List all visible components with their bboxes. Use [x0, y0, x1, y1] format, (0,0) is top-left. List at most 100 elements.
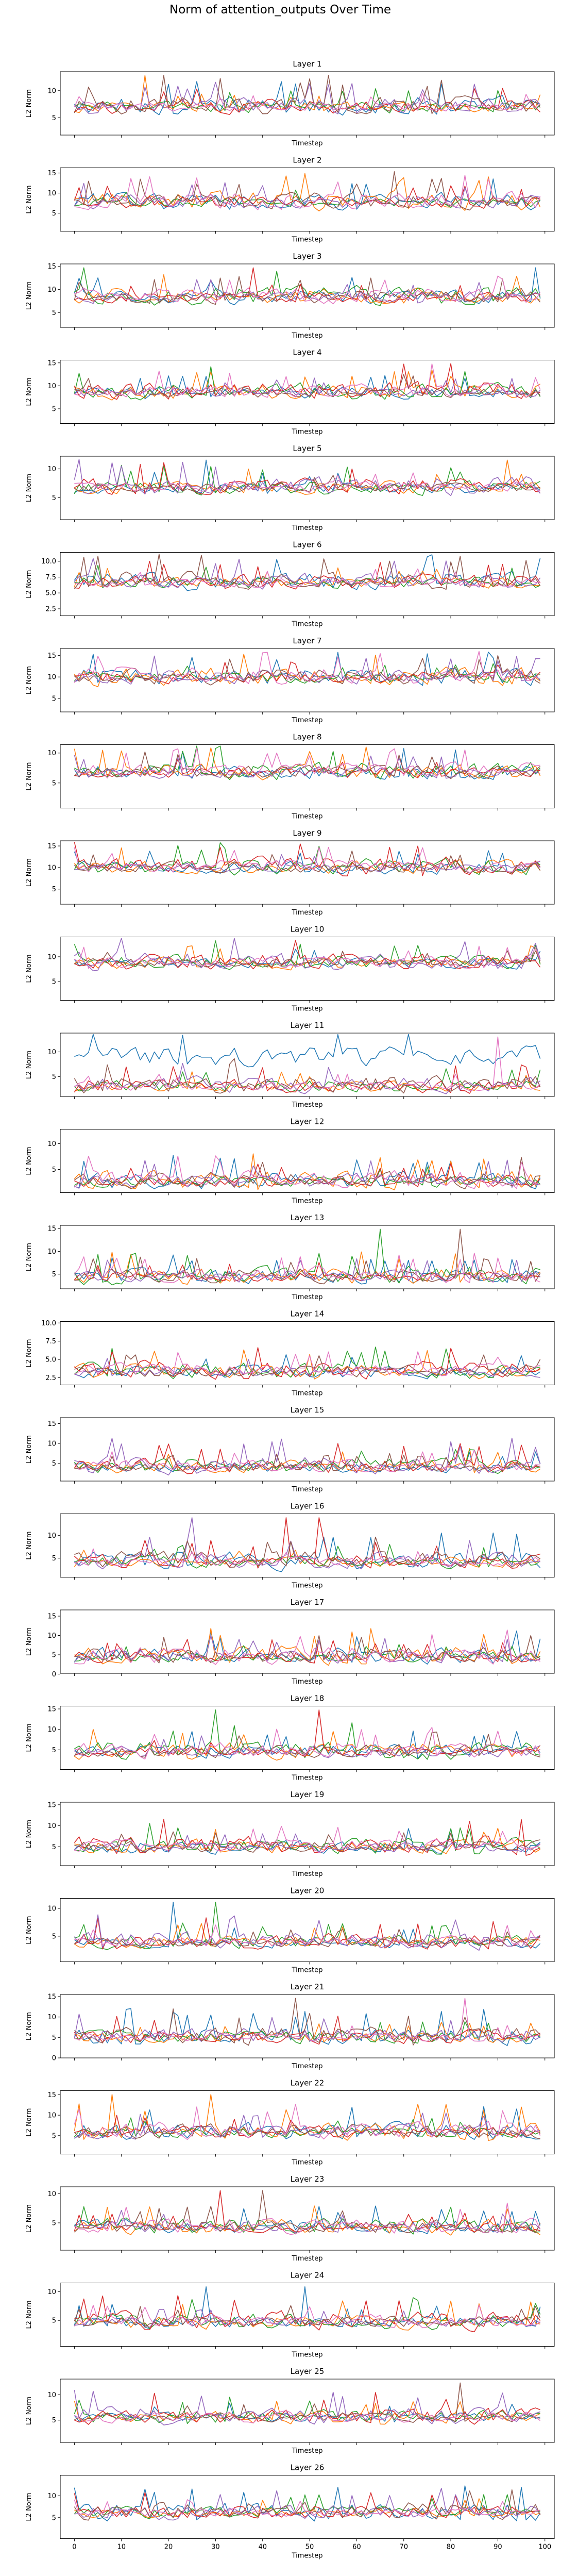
series-group — [74, 651, 541, 687]
y-tick-label: 10 — [47, 1726, 56, 1734]
y-tick-label: 5 — [52, 1460, 56, 1468]
x-axis-label: Timestep — [292, 524, 323, 532]
layer-panel: Layer 5 5 10 Timestep L2 Norm — [25, 444, 555, 532]
y-tick-label: 15 — [47, 843, 56, 851]
series-line — [74, 1548, 541, 1567]
y-tick-label: 15 — [47, 1420, 56, 1428]
series-line — [74, 2382, 540, 2423]
y-tick-label: 5 — [52, 1843, 56, 1851]
series-line — [74, 945, 541, 969]
series-group — [74, 842, 541, 876]
axes-frame — [60, 1417, 555, 1482]
layer-panel: Layer 21 0 5 10 15 Timestep L2 Norm — [25, 1982, 555, 2070]
series-line — [74, 1550, 541, 1568]
series-group — [74, 2286, 541, 2333]
series-line — [74, 1914, 540, 1951]
y-tick-label: 5 — [52, 1271, 56, 1278]
panel-title: Layer 18 — [291, 1694, 325, 1703]
layer-panel: Layer 18 5 10 15 Timestep L2 Norm — [25, 1694, 555, 1782]
series-line — [74, 1157, 540, 1189]
y-tick-label: 5 — [52, 1933, 56, 1940]
y-tick-label: 5 — [52, 2132, 56, 2140]
y-tick-label: 5 — [52, 210, 56, 218]
x-axis-label: Timestep — [292, 1774, 323, 1782]
layer-panel: Layer 25 5 10 Timestep L2 Norm — [25, 2367, 555, 2455]
x-axis-label: Timestep — [292, 2063, 323, 2070]
layer-panel: Layer 16 5 10 Timestep L2 Norm — [25, 1502, 555, 1590]
series-line — [74, 1159, 540, 1189]
y-tick-label: 5 — [52, 1652, 56, 1659]
layer-panel: Layer 4 5 10 15 Timestep L2 Norm — [25, 348, 555, 436]
series-line — [74, 1064, 540, 1094]
layer-panel: Layer 19 5 10 15 Timestep L2 Norm — [25, 1790, 555, 1878]
y-tick-label: 10 — [47, 190, 56, 197]
y-axis-label: L2 Norm — [25, 1916, 33, 1944]
axes-frame — [60, 2475, 555, 2539]
panel-title: Layer 19 — [291, 1790, 325, 1799]
series-line — [74, 2390, 540, 2425]
series-line — [74, 2498, 540, 2519]
y-tick-label: 15 — [47, 2091, 56, 2099]
x-tick-label: 100 — [538, 2544, 551, 2551]
series-group — [74, 1153, 541, 1190]
axes-frame — [60, 1225, 555, 1289]
y-tick-label: 10.0 — [41, 1320, 56, 1327]
series-line — [74, 267, 541, 306]
series-line — [74, 2202, 541, 2235]
y-axis-label: L2 Norm — [25, 1723, 33, 1752]
y-tick-label: 5 — [52, 1166, 56, 1174]
series-line — [74, 748, 541, 780]
series-line — [74, 1630, 541, 1665]
x-axis-label: Timestep — [292, 332, 323, 340]
x-tick-label: 50 — [305, 2544, 314, 2551]
panel-title: Layer 4 — [293, 348, 321, 357]
x-axis-label: Timestep — [292, 140, 323, 147]
y-tick-label: 15 — [47, 1801, 56, 1809]
series-group — [74, 1709, 541, 1761]
panel-title: Layer 16 — [291, 1502, 325, 1511]
figure-suptitle: Norm of attention_outputs Over Time — [169, 3, 391, 16]
series-line — [74, 88, 541, 115]
x-axis-label: Timestep — [292, 909, 323, 917]
series-line — [74, 1443, 540, 1474]
series-line — [74, 1351, 540, 1376]
y-tick-label: 5 — [52, 309, 56, 317]
y-tick-label: 10 — [47, 2391, 56, 2399]
series-line — [74, 755, 540, 779]
y-tick-label: 15 — [47, 1993, 56, 2001]
y-axis-label: L2 Norm — [25, 185, 33, 213]
x-tick-label: 90 — [494, 2544, 502, 2551]
panel-title: Layer 25 — [291, 2367, 325, 2376]
y-tick-label: 5 — [52, 2514, 56, 2522]
series-line — [74, 846, 540, 874]
series-group — [74, 459, 541, 496]
axes-frame — [60, 552, 555, 616]
x-tick-label: 70 — [399, 2544, 408, 2551]
panel-title: Layer 14 — [291, 1309, 325, 1319]
y-tick-label: 15 — [47, 652, 56, 660]
x-tick-label: 40 — [258, 2544, 267, 2551]
y-tick-label: 2.5 — [45, 605, 56, 613]
layer-panel: Layer 23 5 10 Timestep L2 Norm — [25, 2174, 555, 2263]
series-line — [74, 2308, 540, 2328]
y-tick-label: 5 — [52, 886, 56, 893]
layer-panel: Layer 24 5 10 Timestep L2 Norm — [25, 2271, 555, 2359]
series-group — [74, 1517, 541, 1572]
layer-panel: Layer 14 2.5 5.0 7.5 10.0 Timestep L2 Norm — [25, 1309, 555, 1398]
y-axis-label: L2 Norm — [25, 1435, 33, 1464]
series-line — [74, 1155, 540, 1189]
y-axis-label: L2 Norm — [25, 377, 33, 406]
axes-frame — [60, 1321, 555, 1385]
axes-frame — [60, 2186, 555, 2251]
series-line — [74, 1732, 540, 1758]
series-line — [74, 75, 541, 114]
series-line — [74, 2106, 540, 2140]
y-tick-label: 10 — [47, 466, 56, 473]
panel-title: Layer 2 — [293, 156, 321, 165]
y-tick-label: 5 — [52, 1073, 56, 1081]
x-axis-label: Timestep — [292, 2255, 323, 2263]
series-line — [74, 568, 540, 588]
axes-frame — [60, 71, 555, 136]
panel-title: Layer 22 — [291, 2079, 325, 2088]
